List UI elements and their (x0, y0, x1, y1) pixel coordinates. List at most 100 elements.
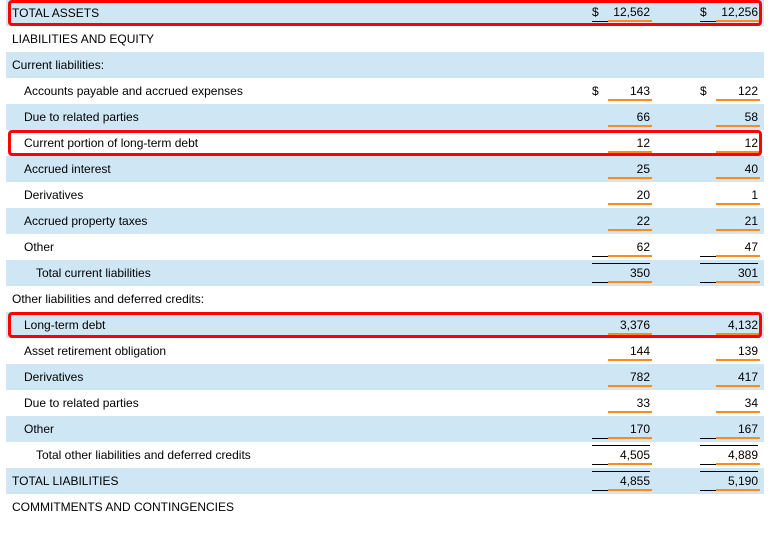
value-cell: 144 (592, 342, 650, 360)
row-label: Current liabilities: (6, 58, 548, 72)
cell-value: 34 (718, 396, 758, 410)
value-column: $12,562 (548, 2, 656, 24)
value-cell: 3,376 (592, 316, 650, 334)
value-cell: 22 (592, 212, 650, 230)
table-row: COMMITMENTS AND CONTINGENCIES (6, 494, 764, 520)
value-column: 40 (656, 160, 764, 178)
table-row: TOTAL LIABILITIES4,8555,190 (6, 468, 764, 494)
table-row: Other170 167 (6, 416, 764, 442)
value-column: $122 (656, 82, 764, 100)
row-label: Other liabilities and deferred credits: (6, 292, 548, 306)
value-cell (592, 297, 650, 301)
value-column (656, 63, 764, 67)
value-cell (592, 505, 650, 509)
value-cell: 47 (700, 238, 758, 257)
value-column: 4,889 (656, 445, 764, 465)
row-label: Accrued property taxes (6, 214, 548, 228)
table-row: Derivatives782417 (6, 364, 764, 390)
value-cell: 4,889 (700, 445, 758, 465)
value-cell (592, 63, 650, 67)
value-cell: $12,562 (592, 2, 650, 24)
cell-value: 3,376 (610, 318, 650, 332)
value-cell (700, 297, 758, 301)
cell-value: 350 (610, 266, 650, 280)
table-row: Due to related parties 33 34 (6, 390, 764, 416)
value-column: 417 (656, 368, 764, 386)
value-column (656, 37, 764, 41)
value-cell: 40 (700, 160, 758, 178)
value-column: 301 (656, 263, 764, 283)
cell-value: 5,190 (718, 474, 758, 488)
value-column: 34 (656, 394, 764, 412)
value-column: 4,855 (548, 471, 656, 491)
table-row: Due to related parties6658 (6, 104, 764, 130)
row-label: Accrued interest (6, 162, 548, 176)
row-label: Other (6, 422, 548, 436)
value-cell: 139 (700, 342, 758, 360)
value-cell: 34 (700, 394, 758, 412)
cell-value: 4,132 (718, 318, 758, 332)
currency-symbol: $ (592, 5, 606, 19)
value-cell: 66 (592, 108, 650, 126)
table-row: Other 62 47 (6, 234, 764, 260)
table-row: Total other liabilities and deferred cre… (6, 442, 764, 468)
value-cell: 12 (592, 134, 650, 152)
value-column: 3,376 (548, 316, 656, 334)
value-column: 22 (548, 212, 656, 230)
value-cell: 301 (700, 263, 758, 283)
value-column: 25 (548, 160, 656, 178)
table-row: Long-term debt 3,376 4,132 (6, 312, 764, 338)
value-column: 782 (548, 368, 656, 386)
value-cell: 12 (700, 134, 758, 152)
table-row: Asset retirement obligation 144 139 (6, 338, 764, 364)
value-cell: $122 (700, 82, 758, 100)
value-column: 4,505 (548, 445, 656, 465)
value-cell (700, 63, 758, 67)
row-label: Asset retirement obligation (6, 344, 548, 358)
value-column (656, 505, 764, 509)
cell-value: 66 (610, 110, 650, 124)
cell-value: 301 (718, 266, 758, 280)
value-cell: 4,855 (592, 471, 650, 491)
table-row: Derivatives 20 1 (6, 182, 764, 208)
value-column: $143 (548, 82, 656, 100)
table-row: Current liabilities: (6, 52, 764, 78)
cell-value: 20 (610, 188, 650, 202)
cell-value: 144 (610, 344, 650, 358)
value-column: 139 (656, 342, 764, 360)
cell-value: 167 (718, 422, 758, 436)
value-column: 170 (548, 420, 656, 439)
row-label: Long-term debt (6, 318, 548, 332)
value-cell: 62 (592, 238, 650, 257)
table-row: LIABILITIES AND EQUITY (6, 26, 764, 52)
value-cell: 20 (592, 186, 650, 204)
value-column: 47 (656, 238, 764, 257)
row-label: Accounts payable and accrued expenses (6, 84, 548, 98)
row-label: Total current liabilities (6, 266, 548, 280)
row-label: Derivatives (6, 188, 548, 202)
value-column: 144 (548, 342, 656, 360)
row-label: Other (6, 240, 548, 254)
value-column: 12 (656, 134, 764, 152)
value-column (548, 297, 656, 301)
cell-value: 33 (610, 396, 650, 410)
row-label: COMMITMENTS AND CONTINGENCIES (6, 500, 548, 514)
value-column: 33 (548, 394, 656, 412)
cell-value: 12 (610, 136, 650, 150)
value-cell: 167 (700, 420, 758, 439)
cell-value: 417 (718, 370, 758, 384)
value-cell: 1 (700, 186, 758, 204)
row-label: Due to related parties (6, 396, 548, 410)
row-label: Total other liabilities and deferred cre… (6, 448, 548, 462)
table-row: Total current liabilities 350 301 (6, 260, 764, 286)
table-row: Accounts payable and accrued expenses$14… (6, 78, 764, 104)
value-cell (700, 37, 758, 41)
cell-value: 4,505 (610, 448, 650, 462)
value-column: 167 (656, 420, 764, 439)
table-row: TOTAL ASSETS$12,562$12,256 (6, 0, 764, 26)
value-cell: 782 (592, 368, 650, 386)
cell-value: 143 (610, 84, 650, 98)
value-column (548, 37, 656, 41)
value-column: 58 (656, 108, 764, 126)
table-row: Accrued property taxes2221 (6, 208, 764, 234)
